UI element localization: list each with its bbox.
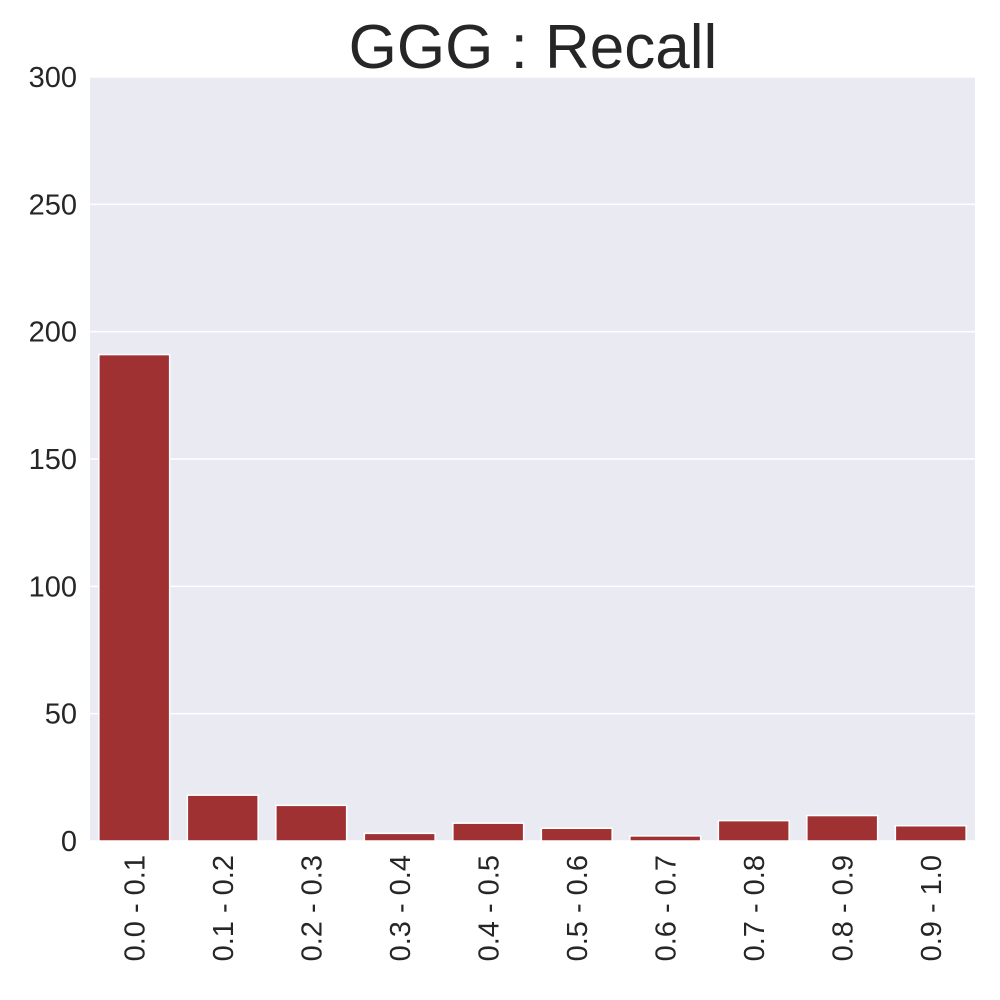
bar <box>894 824 967 842</box>
x-tick-label: 0.3 - 0.4 <box>385 855 417 961</box>
bar <box>98 353 171 842</box>
chart-title: GGG : Recall <box>349 13 718 82</box>
bar <box>717 819 790 842</box>
y-tick-label: 250 <box>29 189 77 221</box>
x-tick-label: 0.9 - 1.0 <box>916 855 948 961</box>
x-tick-label: 0.4 - 0.5 <box>473 855 505 961</box>
x-tick-label: 0.1 - 0.2 <box>208 855 240 961</box>
bar <box>629 835 702 842</box>
y-tick-label: 150 <box>29 444 77 476</box>
bar <box>540 827 613 842</box>
bars <box>98 353 967 842</box>
bar <box>452 822 525 842</box>
bar <box>363 832 436 842</box>
y-axis-ticks: 0 50 100 150 200 250 300 <box>29 62 77 858</box>
y-tick-label: 0 <box>61 826 77 858</box>
x-tick-label: 0.2 - 0.3 <box>296 855 328 961</box>
bar <box>186 794 259 842</box>
y-tick-label: 50 <box>45 699 77 731</box>
bar <box>806 814 879 842</box>
x-tick-label: 0.0 - 0.1 <box>119 855 151 961</box>
bar <box>275 804 348 842</box>
y-tick-label: 300 <box>29 62 77 94</box>
y-tick-label: 100 <box>29 571 77 603</box>
x-axis-ticks: 0.0 - 0.1 0.1 - 0.2 0.2 - 0.3 0.3 - 0.4 0.4 … <box>119 855 948 961</box>
x-tick-label: 0.6 - 0.7 <box>650 855 682 961</box>
x-tick-label: 0.5 - 0.6 <box>562 855 594 961</box>
x-tick-label: 0.7 - 0.8 <box>739 855 771 961</box>
y-tick-label: 200 <box>29 317 77 349</box>
x-tick-label: 0.8 - 0.9 <box>827 855 859 961</box>
